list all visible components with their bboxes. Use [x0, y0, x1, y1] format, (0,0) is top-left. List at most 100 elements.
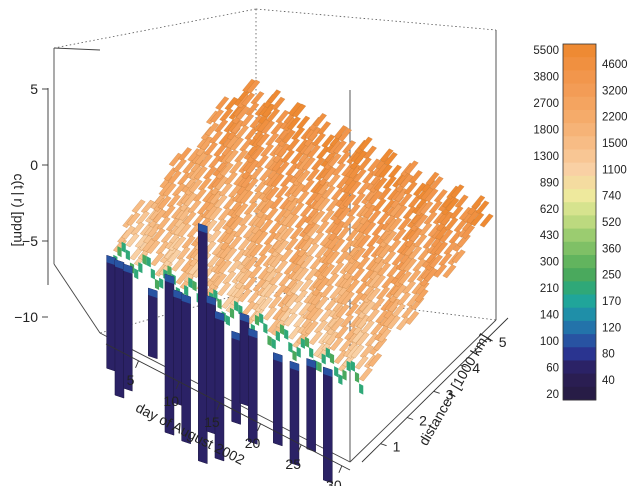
- surface-facet: [241, 92, 256, 107]
- surface-edge: [304, 336, 310, 348]
- surface-facet: [363, 145, 377, 160]
- surface-facet: [382, 250, 397, 265]
- x-tick-label: 25: [285, 456, 301, 472]
- surface-facet: [308, 331, 323, 345]
- spike: [239, 312, 250, 407]
- surface-facet: [403, 258, 417, 272]
- surface-facet: [351, 267, 366, 282]
- spike-cap: [206, 295, 216, 306]
- surface-facet: [158, 261, 173, 276]
- surface-facet: [172, 236, 187, 250]
- surface-facet: [171, 257, 186, 272]
- y-axis-line: [361, 317, 509, 463]
- y-tick-label: 1: [393, 439, 401, 455]
- colorbar-swatch: [563, 347, 596, 361]
- surface-facet: [289, 301, 303, 315]
- surface-facet: [228, 235, 243, 250]
- surface-facet: [439, 229, 454, 243]
- surface-facet: [445, 197, 460, 212]
- colorbar-swatch: [563, 228, 596, 243]
- surface-facet: [372, 274, 386, 289]
- colorbar-label-left: 300: [540, 257, 559, 269]
- surface-edge: [229, 307, 235, 319]
- colorbar-label-right: 170: [602, 296, 621, 308]
- surface-facet: [368, 190, 383, 205]
- surface-facet: [261, 120, 275, 135]
- surface-facet: [275, 161, 290, 176]
- surface-edge: [346, 360, 351, 372]
- surface-facet: [329, 336, 344, 351]
- surface-facet: [264, 207, 279, 222]
- surface-facet: [396, 171, 411, 186]
- surface-facet: [314, 295, 329, 310]
- surface-facet: [223, 171, 238, 186]
- surface-facet: [131, 199, 146, 214]
- surface-edge: [167, 265, 172, 277]
- surface-facet: [233, 224, 248, 238]
- colorbar-label-right: 250: [602, 270, 621, 282]
- z-axis-label: c(t | r) [ppm]: [11, 173, 27, 246]
- surface-facet: [295, 267, 309, 282]
- surface-facet: [444, 217, 459, 232]
- colorbar-swatch: [563, 162, 596, 177]
- surface-facet: [368, 353, 383, 367]
- colorbar-label-left: 140: [540, 310, 559, 322]
- surface-facet: [260, 199, 275, 214]
- surface-facet: [377, 328, 392, 343]
- surface-facet: [254, 230, 269, 245]
- x-tick-label: 30: [326, 477, 342, 486]
- surface-facet: [405, 310, 420, 325]
- surface-facet: [373, 177, 388, 191]
- colorbar-frame: [562, 43, 597, 401]
- surface-facet: [319, 164, 334, 179]
- x-tick-label: 15: [204, 414, 220, 430]
- surface-facet: [213, 194, 228, 209]
- spike: [248, 327, 258, 445]
- colorbar-label-left: 210: [540, 283, 559, 295]
- surface-facet: [270, 173, 285, 188]
- surface-facet: [429, 176, 444, 191]
- surface-facet: [362, 221, 377, 236]
- surface-facet: [289, 280, 304, 295]
- surface-facet: [248, 265, 263, 280]
- surface-facet: [383, 230, 398, 245]
- surface-facet: [156, 216, 171, 231]
- y-tick: [433, 390, 440, 394]
- surface-edge: [217, 298, 222, 310]
- surface-facet: [358, 367, 373, 382]
- surface-facet: [320, 284, 334, 299]
- surface-facet: [425, 171, 440, 186]
- surface-facet: [283, 312, 298, 327]
- surface-facet: [355, 332, 370, 346]
- surface-edge: [271, 338, 276, 350]
- surface-edge: [309, 347, 314, 359]
- surface-edge: [288, 341, 293, 353]
- surface-facet: [304, 320, 319, 335]
- colorbar-swatch: [563, 149, 596, 164]
- surface-edge: [150, 268, 155, 280]
- surface-facet: [187, 199, 202, 214]
- surface-facet: [193, 166, 208, 180]
- surface-facet: [442, 264, 457, 279]
- spike: [231, 330, 241, 425]
- surface-facet: [269, 271, 284, 286]
- z-tick-label: −10: [14, 309, 38, 325]
- surface-edge: [259, 312, 264, 324]
- spike-cap: [306, 358, 316, 369]
- spike-cap: [148, 288, 158, 298]
- surface-facet: [275, 239, 290, 254]
- surface-facet: [337, 206, 352, 221]
- surface-edge: [213, 289, 218, 301]
- surface-facet: [246, 79, 261, 94]
- surface-facet: [434, 241, 449, 256]
- surface-facet: [238, 288, 252, 303]
- surface-facet: [229, 216, 244, 231]
- colorbar-label-right: 360: [602, 243, 621, 255]
- surface-edge: [350, 360, 355, 372]
- surface-facet: [367, 209, 382, 224]
- surface-facet: [350, 344, 365, 359]
- surface-facet: [234, 202, 249, 217]
- colorbar-label-right: 40: [602, 375, 615, 387]
- surface-facet: [218, 182, 233, 197]
- colorbar-swatch: [563, 320, 596, 335]
